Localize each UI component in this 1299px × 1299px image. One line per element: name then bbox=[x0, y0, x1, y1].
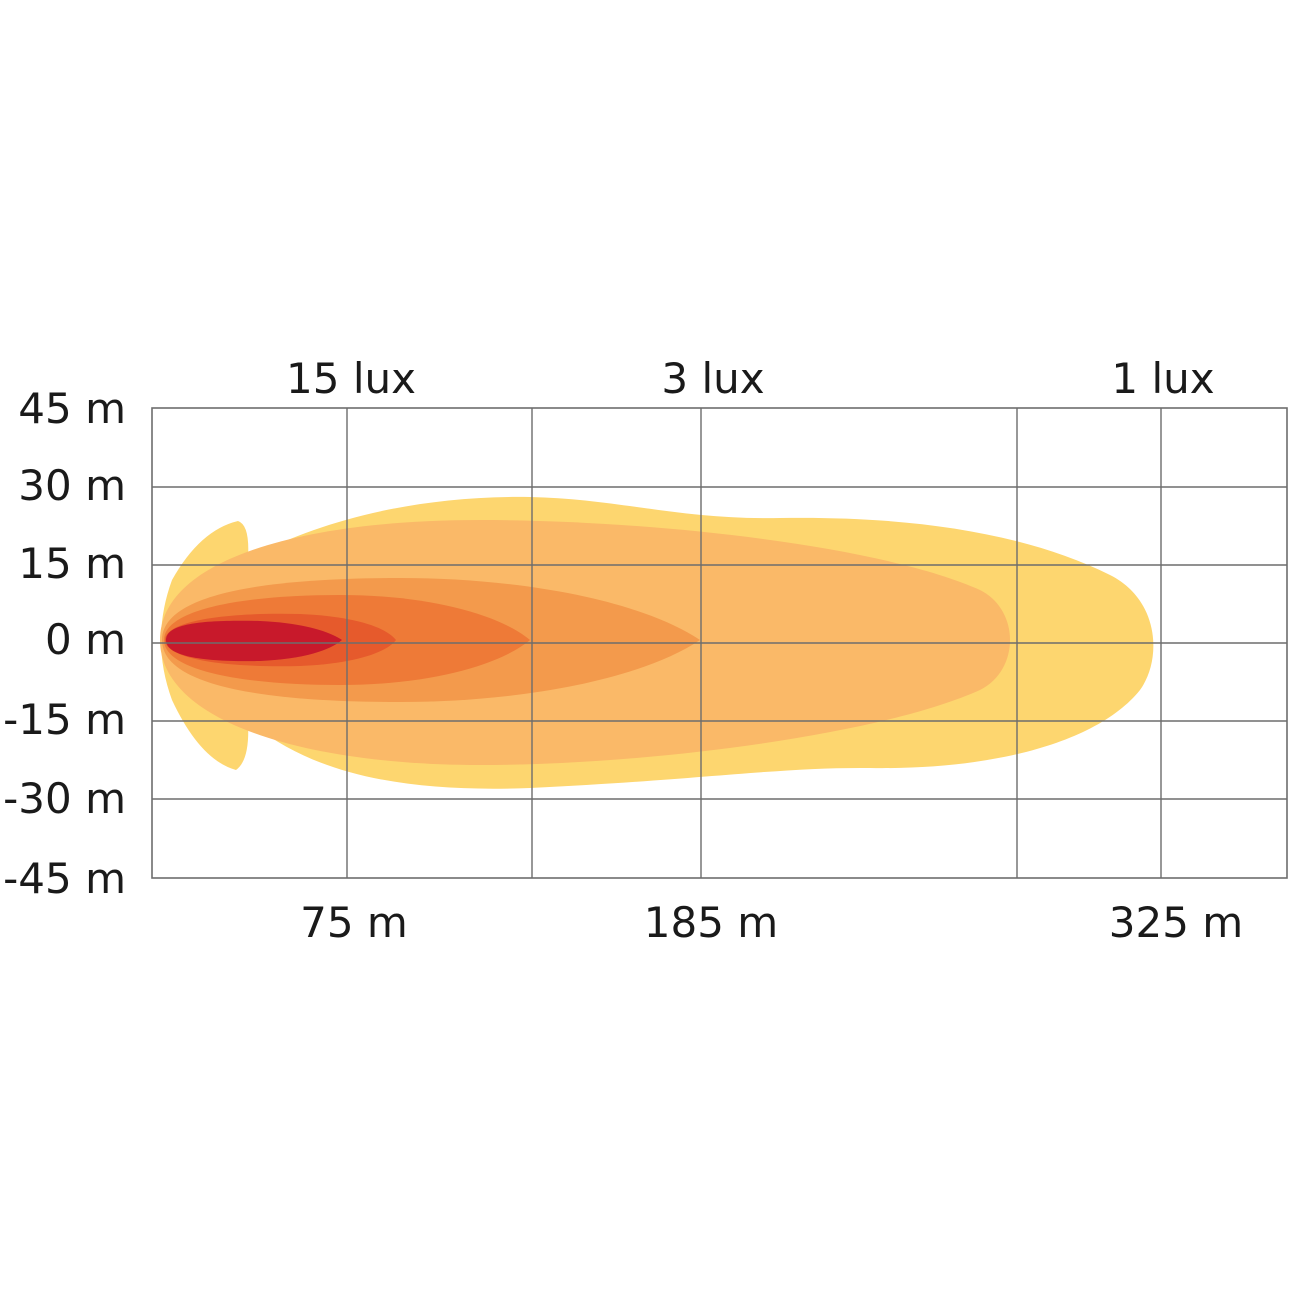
x-tick-label: 185 m bbox=[644, 898, 778, 947]
zone-hotspot bbox=[166, 620, 342, 662]
x-tick-label: 325 m bbox=[1109, 898, 1243, 947]
y-tick-label: 30 m bbox=[18, 461, 126, 510]
y-tick-label: -15 m bbox=[3, 695, 126, 744]
x-axis-ticks: 75 m 185 m 325 m bbox=[300, 898, 1243, 947]
lux-label: 1 lux bbox=[1111, 354, 1214, 403]
y-tick-label: 45 m bbox=[18, 384, 126, 433]
y-tick-label: 15 m bbox=[18, 539, 126, 588]
x-tick-label: 75 m bbox=[300, 898, 408, 947]
plot-frame bbox=[151, 407, 1288, 879]
lux-label: 15 lux bbox=[286, 354, 416, 403]
y-tick-label: -45 m bbox=[3, 854, 126, 903]
y-axis-ticks: 45 m 30 m 15 m 0 m -15 m -30 m -45 m bbox=[3, 384, 126, 903]
lux-labels: 15 lux 3 lux 1 lux bbox=[286, 354, 1215, 403]
lux-label: 3 lux bbox=[661, 354, 764, 403]
y-tick-label: 0 m bbox=[45, 615, 126, 664]
grid bbox=[151, 407, 1288, 879]
y-tick-label: -30 m bbox=[3, 774, 126, 823]
